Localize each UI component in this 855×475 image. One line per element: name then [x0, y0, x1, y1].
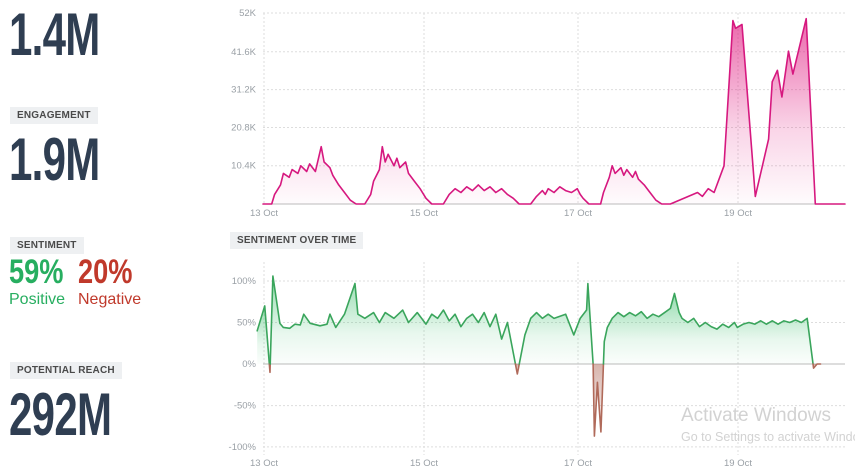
svg-text:17 Oct: 17 Oct: [564, 458, 592, 469]
svg-text:31.2K: 31.2K: [231, 85, 256, 96]
svg-text:20.8K: 20.8K: [231, 123, 256, 134]
svg-text:0%: 0%: [242, 359, 256, 370]
svg-text:15 Oct: 15 Oct: [410, 208, 438, 219]
svg-text:15 Oct: 15 Oct: [410, 458, 438, 469]
svg-text:17 Oct: 17 Oct: [564, 208, 592, 219]
svg-text:52K: 52K: [239, 8, 257, 19]
svg-text:10.4K: 10.4K: [231, 161, 256, 172]
svg-text:50%: 50%: [237, 318, 257, 329]
svg-text:-50%: -50%: [234, 401, 257, 412]
svg-text:-100%: -100%: [229, 442, 257, 453]
svg-text:13 Oct: 13 Oct: [250, 458, 278, 469]
svg-text:100%: 100%: [232, 276, 257, 287]
svg-text:13 Oct: 13 Oct: [250, 208, 278, 219]
svg-text:41.6K: 41.6K: [231, 47, 256, 58]
svg-text:19 Oct: 19 Oct: [724, 208, 752, 219]
svg-text:19 Oct: 19 Oct: [724, 458, 752, 469]
